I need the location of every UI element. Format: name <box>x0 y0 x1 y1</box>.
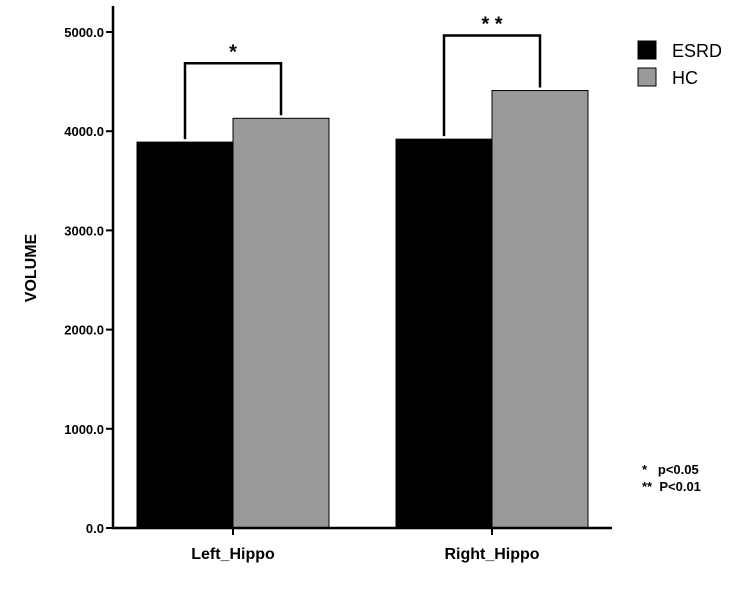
bar-hc-right-hippo <box>491 90 589 529</box>
y-axis-ticks: 0.0 1000.0 2000.0 3000.0 4000.0 5000.0 <box>64 25 113 536</box>
legend-label-hc: HC <box>672 68 698 88</box>
footnote-1: * p<0.05 <box>642 462 699 477</box>
plot-bars <box>136 90 589 529</box>
y-tick-label: 2000.0 <box>64 323 104 338</box>
legend: ESRD HC <box>637 40 722 88</box>
significance-bracket <box>442 34 542 137</box>
bar-esrd-left-hippo <box>136 141 234 529</box>
y-axis-label: VOLUME <box>23 233 40 302</box>
x-tick-label: Left_Hippo <box>191 546 275 563</box>
footnote-2: ** P<0.01 <box>642 479 701 494</box>
legend-label-esrd: ESRD <box>672 41 722 61</box>
x-tick-label: Right_Hippo <box>444 546 539 563</box>
y-tick-label: 3000.0 <box>64 223 104 238</box>
y-tick-label: 5000.0 <box>64 25 104 40</box>
y-tick-label: 0.0 <box>86 521 104 536</box>
bar-esrd-right-hippo <box>395 138 493 529</box>
bar-hc-left-hippo <box>232 117 330 529</box>
significance-marker: * * <box>481 14 502 36</box>
legend-swatch-esrd <box>637 40 657 60</box>
legend-swatch-hc <box>637 67 657 87</box>
y-tick-label: 4000.0 <box>64 124 104 139</box>
significance-brackets: * * * <box>183 14 542 140</box>
significance-marker: * <box>229 41 237 63</box>
y-tick-label: 1000.0 <box>64 422 104 437</box>
significance-bracket <box>183 62 283 140</box>
x-axis-ticks: Left_Hippo Right_Hippo <box>191 528 540 563</box>
footnotes: * p<0.05 ** P<0.01 <box>642 462 701 494</box>
